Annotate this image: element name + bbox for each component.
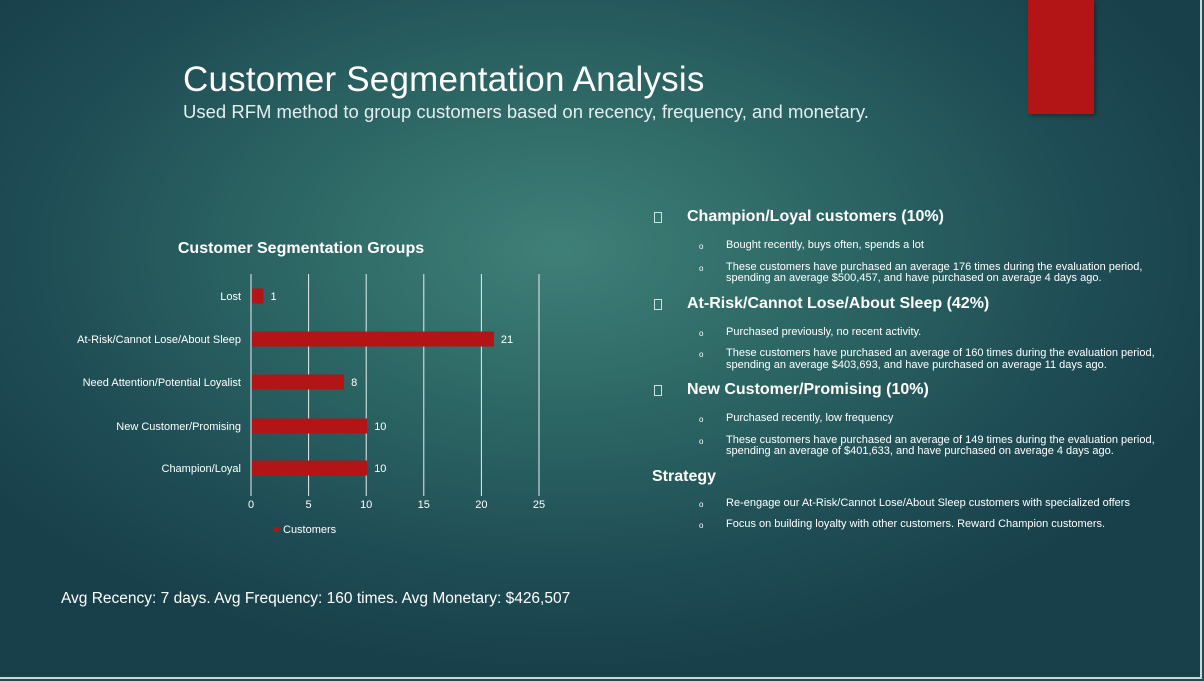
bar: [252, 418, 368, 434]
bar-chart: 0 5 10 15 20 25 Lost 1 At-Risk/Cannot Lose/About…: [77, 274, 545, 536]
legend-swatch: [274, 527, 279, 532]
bar: [252, 374, 345, 390]
segment-point-text: These customers have purchased an averag…: [726, 433, 1155, 457]
segment-title: At-Risk/Cannot Lose/About Sleep (42%): [687, 294, 990, 312]
segment-block: Champion/Loyal customers (10%) o Bought r…: [652, 208, 1172, 285]
segment-point-text: Purchased recently, low frequency: [726, 412, 894, 424]
strategy-point: o Re-engage our At-Risk/Cannot Lose/About…: [652, 496, 1172, 510]
small-circle-bullet-icon: o: [699, 328, 704, 338]
square-bullet-icon: [654, 212, 662, 223]
segment-point-text: These customers have purchased an averag…: [726, 347, 1155, 371]
category-label: Champion/Loyal: [162, 463, 242, 475]
segment-block: At-Risk/Cannot Lose/About Sleep (42%) o P…: [652, 295, 1172, 372]
slide-subtitle: Used RFM method to group customers based…: [183, 101, 869, 122]
segment-point-text: These customers have purchased an averag…: [726, 260, 1143, 284]
data-label: 10: [374, 421, 386, 433]
square-bullet-icon: [654, 385, 662, 396]
bar: [252, 460, 368, 476]
segment-point: o These customers have purchased an avera…: [652, 433, 1172, 458]
data-label: 21: [501, 334, 513, 346]
square-bullet-icon: [654, 298, 662, 310]
small-circle-bullet-icon: o: [699, 263, 704, 273]
segment-point: o Purchased recently, low frequency: [652, 412, 1172, 425]
small-circle-bullet-icon: o: [699, 436, 704, 446]
strategy-block: Strategy o Re-engage our At-Risk/Cannot L…: [652, 468, 1172, 531]
chart-title: Customer Segmentation Groups: [177, 240, 425, 257]
slide-title: Customer Segmentation Analysis: [183, 60, 705, 99]
category-label: At-Risk/Cannot Lose/About Sleep: [77, 334, 241, 346]
x-tick-label: 25: [533, 499, 545, 511]
strategy-point-text: Re-engage our At-Risk/Cannot Lose/About …: [726, 496, 1130, 509]
data-label: 1: [271, 291, 277, 303]
small-circle-bullet-icon: o: [699, 521, 704, 530]
segment-title: Champion/Loyal customers (10%): [687, 208, 944, 225]
legend-label: Customers: [283, 524, 337, 536]
segment-panel: Champion/Loyal customers (10%) o Bought r…: [652, 208, 1172, 541]
bar: [252, 331, 494, 347]
small-circle-bullet-icon: o: [699, 242, 704, 251]
x-tick-label: 0: [248, 499, 254, 511]
category-label: Need Attention/Potential Loyalist: [83, 377, 241, 389]
x-tick-label: 10: [360, 499, 372, 511]
category-label: Lost: [220, 291, 241, 303]
strategy-point: o Focus on building loyalty with other cu…: [652, 518, 1172, 531]
segment-point: o These customers have purchased an avera…: [652, 260, 1172, 285]
small-circle-bullet-icon: o: [699, 415, 704, 424]
data-label: 10: [374, 463, 386, 475]
footer-stats: Avg Recency: 7 days. Avg Frequency: 160 …: [61, 590, 571, 607]
segment-point-text: Bought recently, buys often, spends a lo…: [726, 239, 924, 251]
small-circle-bullet-icon: o: [699, 499, 704, 509]
x-tick-label: 20: [475, 499, 487, 511]
strategy-point-text: Focus on building loyalty with other cus…: [726, 518, 1106, 530]
data-label: 8: [351, 377, 357, 389]
small-circle-bullet-icon: o: [699, 350, 704, 359]
accent-bar: [1028, 0, 1094, 114]
segment-point: o Bought recently, buys often, spends a l…: [652, 239, 1172, 252]
segment-title: New Customer/Promising (10%): [687, 381, 929, 398]
segment-point: o These customers have purchased an avera…: [652, 347, 1172, 371]
segment-block: New Customer/Promising (10%) o Purchased …: [652, 381, 1172, 458]
category-label: New Customer/Promising: [116, 421, 241, 433]
segment-point-text: Purchased previously, no recent activity…: [726, 325, 922, 338]
x-tick-label: 5: [306, 499, 312, 511]
bar: [252, 288, 264, 304]
segment-point: o Purchased previously, no recent activit…: [652, 325, 1172, 339]
x-tick-label: 15: [418, 499, 430, 511]
strategy-title: Strategy: [652, 467, 717, 485]
